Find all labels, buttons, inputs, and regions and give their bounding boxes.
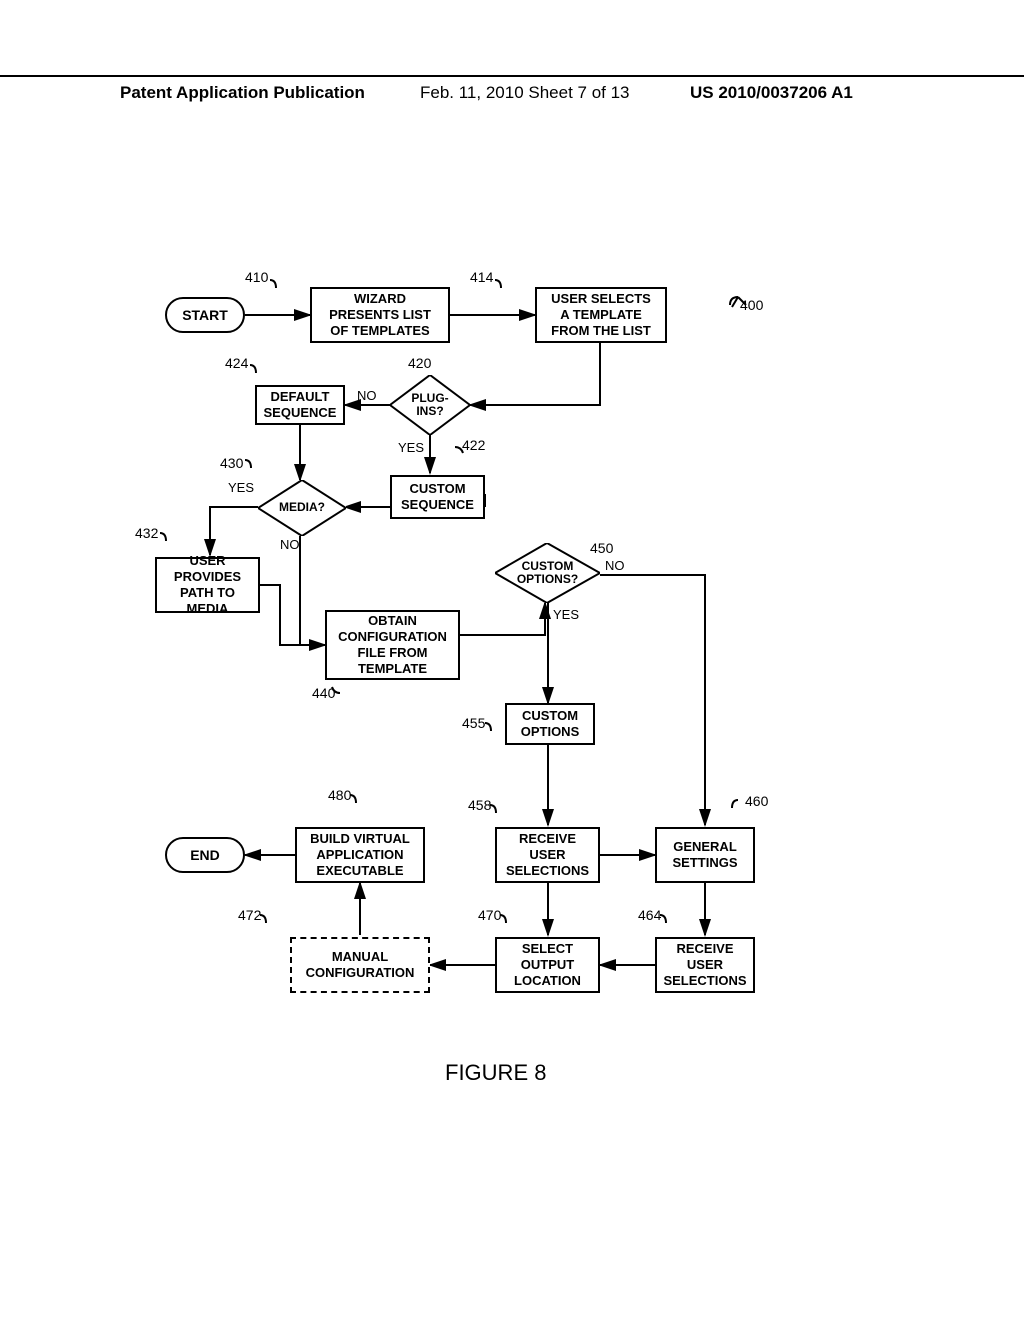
label-media-no: NO <box>280 537 300 552</box>
node-455: CUSTOMOPTIONS <box>505 703 595 745</box>
node-472: MANUALCONFIGURATION <box>290 937 430 993</box>
node-420: PLUG-INS? <box>390 375 470 435</box>
node-460: GENERALSETTINGS <box>655 827 755 883</box>
label-custom-yes: YES <box>553 607 579 622</box>
header-left: Patent Application Publication <box>120 83 365 103</box>
node-422: CUSTOMSEQUENCE <box>390 475 485 519</box>
ref-458: 458 <box>468 797 491 813</box>
label-media-yes: YES <box>228 480 254 495</box>
ref-470: 470 <box>478 907 501 923</box>
node-410: WIZARDPRESENTS LISTOF TEMPLATES <box>310 287 450 343</box>
label-custom-no: NO <box>605 558 625 573</box>
ref-414: 414 <box>470 269 493 285</box>
node-450-label: CUSTOMOPTIONS? <box>495 543 600 603</box>
header-right: US 2010/0037206 A1 <box>690 83 853 103</box>
ref-400: 400 <box>740 297 763 313</box>
terminator-end: END <box>165 837 245 873</box>
label-plugins-no: NO <box>357 388 377 403</box>
ref-455: 455 <box>462 715 485 731</box>
ref-422: 422 <box>462 437 485 453</box>
label-plugins-yes: YES <box>398 440 424 455</box>
node-420-label: PLUG-INS? <box>390 375 470 435</box>
ref-480: 480 <box>328 787 351 803</box>
flowchart-canvas: START END WIZARDPRESENTS LISTOF TEMPLATE… <box>150 275 890 1085</box>
node-414: USER SELECTSA TEMPLATEFROM THE LIST <box>535 287 667 343</box>
node-432: USERPROVIDESPATH TO MEDIA <box>155 557 260 613</box>
node-440: OBTAINCONFIGURATIONFILE FROMTEMPLATE <box>325 610 460 680</box>
node-464: RECEIVEUSERSELECTIONS <box>655 937 755 993</box>
node-480: BUILD VIRTUALAPPLICATIONEXECUTABLE <box>295 827 425 883</box>
node-450: CUSTOMOPTIONS? <box>495 543 600 603</box>
node-458: RECEIVEUSERSELECTIONS <box>495 827 600 883</box>
node-430-label: MEDIA? <box>258 480 346 536</box>
terminator-start: START <box>165 297 245 333</box>
ref-432: 432 <box>135 525 158 541</box>
page-header: Patent Application Publication Feb. 11, … <box>0 75 1024 83</box>
ref-410: 410 <box>245 269 268 285</box>
ref-460: 460 <box>745 793 768 809</box>
figure-caption: FIGURE 8 <box>445 1060 546 1086</box>
node-424: DEFAULTSEQUENCE <box>255 385 345 425</box>
ref-472: 472 <box>238 907 261 923</box>
ref-430: 430 <box>220 455 243 471</box>
ref-424: 424 <box>225 355 248 371</box>
header-mid: Feb. 11, 2010 Sheet 7 of 13 <box>420 83 630 103</box>
node-430: MEDIA? <box>258 480 346 536</box>
ref-440: 440 <box>312 685 335 701</box>
ref-420: 420 <box>408 355 431 371</box>
node-470: SELECTOUTPUTLOCATION <box>495 937 600 993</box>
ref-464: 464 <box>638 907 661 923</box>
ref-450: 450 <box>590 540 613 556</box>
